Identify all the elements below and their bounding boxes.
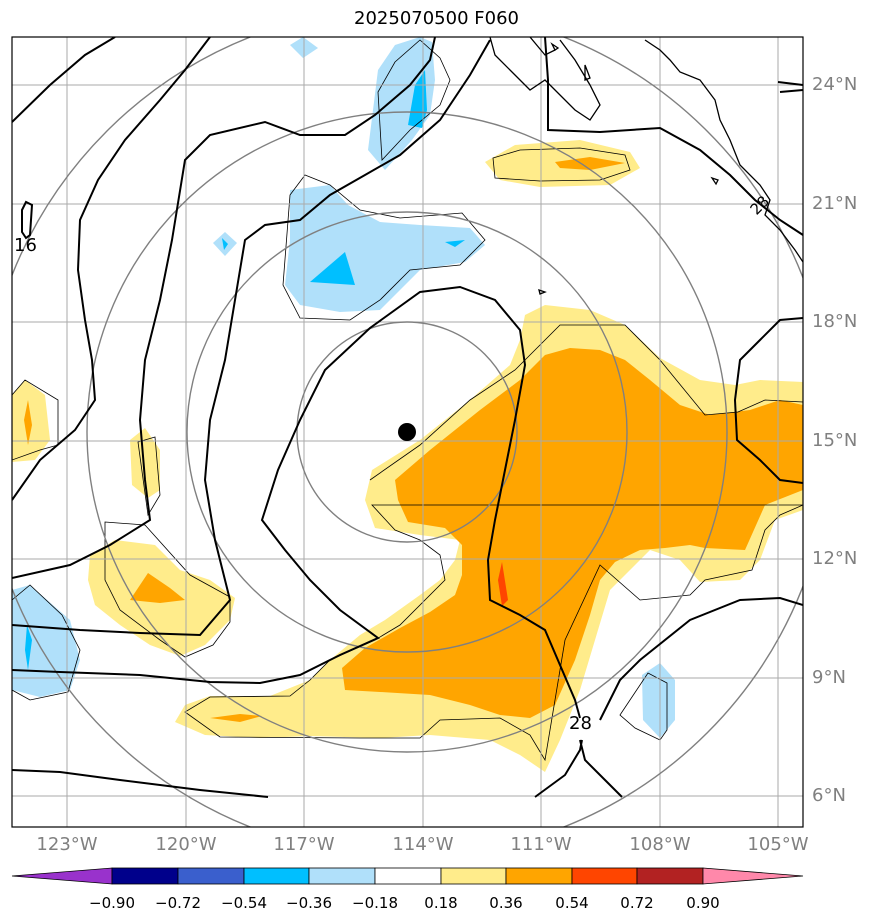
map-title: 2025070500 F060 <box>354 8 519 29</box>
colorbar-tick-label: 0.54 <box>555 894 589 912</box>
lon-label: 123°W <box>36 834 98 855</box>
lat-label: 15°N <box>812 430 858 451</box>
colorbar-segment <box>374 867 442 885</box>
lat-label: 21°N <box>812 193 858 214</box>
colorbar-tick-label: −0.72 <box>155 894 201 912</box>
colorbar-extend-high <box>702 867 804 885</box>
coastline <box>489 37 803 295</box>
colorbar-tick-label: −0.36 <box>286 894 332 912</box>
lat-label: 12°N <box>812 548 858 569</box>
lon-label: 105°W <box>747 834 809 855</box>
colorbar-segment <box>571 867 638 885</box>
lat-label: 24°N <box>812 74 858 95</box>
colorbar-segment <box>308 867 376 885</box>
lon-label: 114°W <box>392 834 454 855</box>
colorbar-segment <box>111 867 179 885</box>
storm-center-marker <box>398 423 416 441</box>
lat-label: 9°N <box>812 667 846 688</box>
colorbar-tick-label: 0.72 <box>620 894 654 912</box>
gridlines <box>12 37 803 827</box>
contour-label-16: 16 <box>14 235 37 256</box>
lon-label: 117°W <box>273 834 335 855</box>
lat-label: 6°N <box>812 785 846 806</box>
blue-regions <box>25 70 465 670</box>
colorbar-segment <box>636 867 704 885</box>
red-orange-regions <box>498 562 508 606</box>
colorbar-tick-label: −0.18 <box>352 894 398 912</box>
map-plot-area <box>12 37 803 827</box>
colorbar-extend-low <box>11 867 113 885</box>
colorbar-segment <box>440 867 507 885</box>
colorbar-tick-label: −0.90 <box>89 894 135 912</box>
lon-label: 120°W <box>155 834 217 855</box>
colorbar-segment <box>177 867 245 885</box>
geopotential-contours <box>12 37 803 798</box>
contour-label-28-south: 28 <box>569 713 592 734</box>
colorbar-tick-label: 0.18 <box>424 894 458 912</box>
colorbar-tick-label: 0.90 <box>686 894 720 912</box>
anomaly-outlines <box>12 39 803 762</box>
lon-label: 111°W <box>510 834 572 855</box>
lon-label: 108°W <box>629 834 691 855</box>
colorbar-tick-label: −0.54 <box>221 894 267 912</box>
colorbar-segment <box>505 867 573 885</box>
colorbar <box>11 867 804 885</box>
range-circles <box>12 37 803 827</box>
colorbar-tick-label: 0.36 <box>489 894 523 912</box>
lat-label: 18°N <box>812 311 858 332</box>
map-frame <box>11 36 804 828</box>
colorbar-segment <box>243 867 310 885</box>
